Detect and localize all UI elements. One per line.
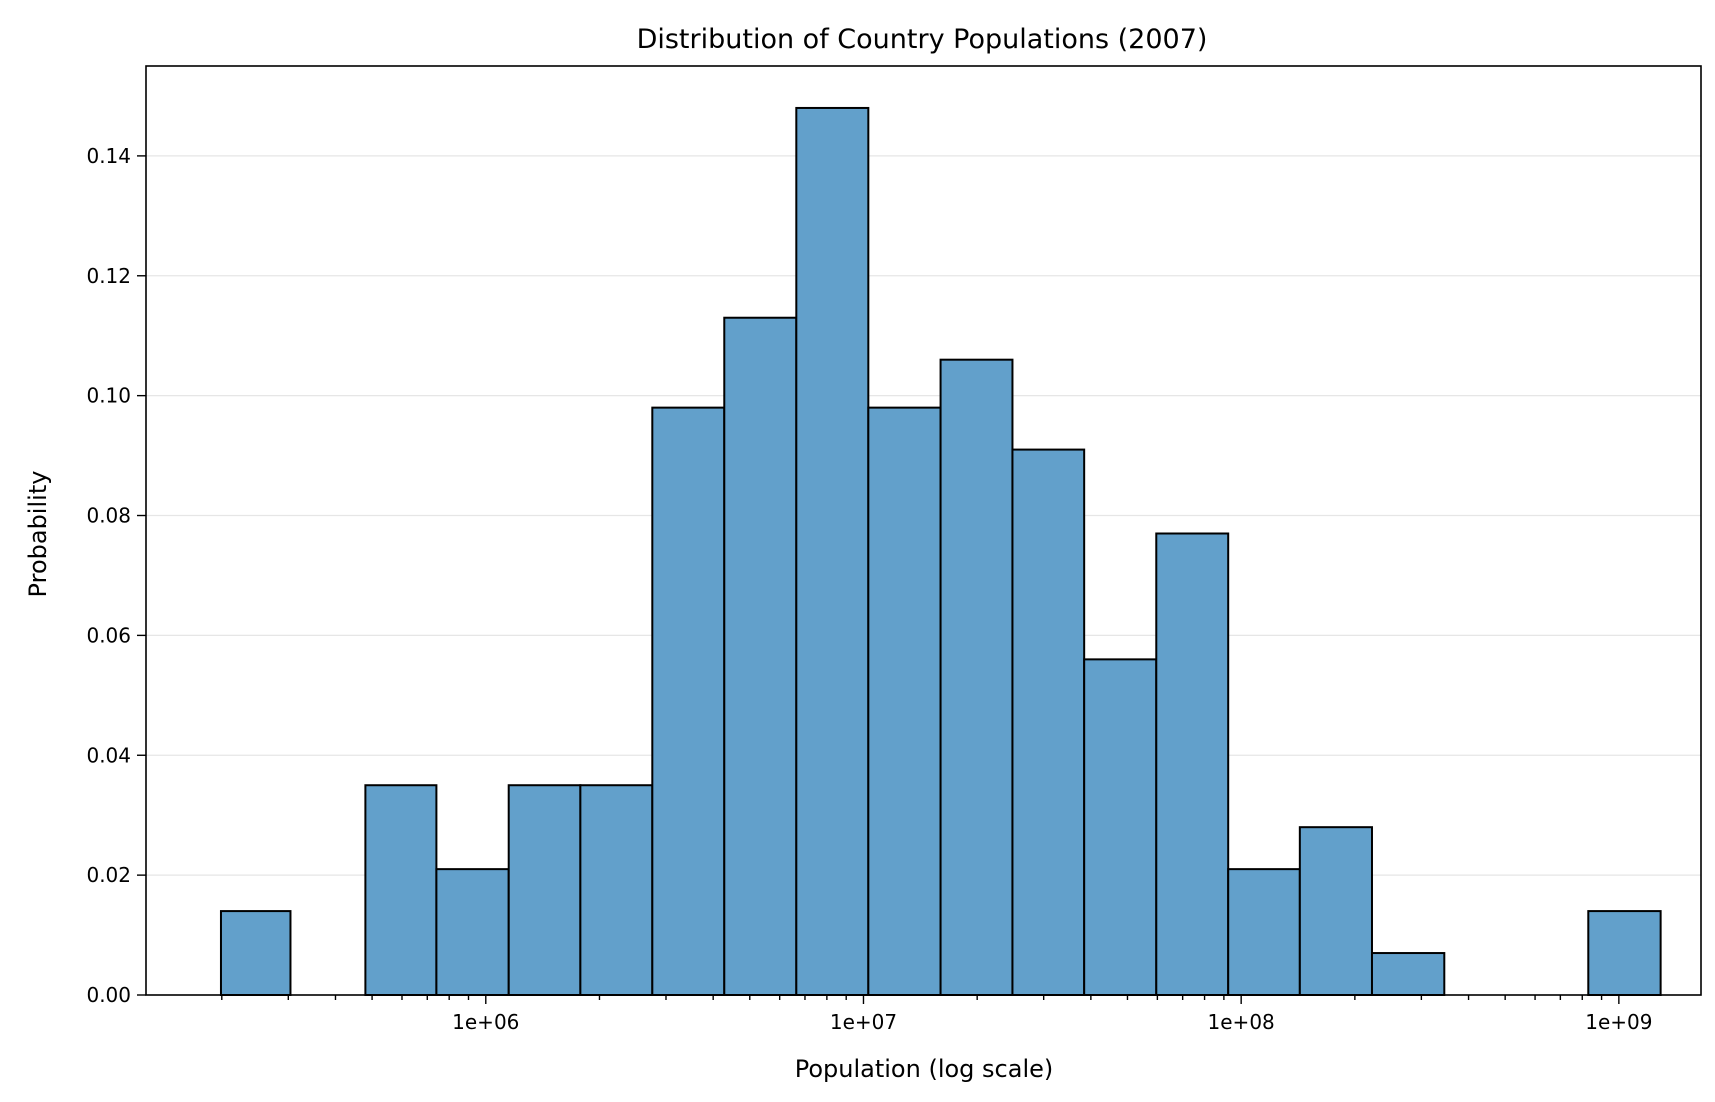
bar-13 xyxy=(1155,532,1230,996)
bar-11 xyxy=(1011,448,1086,996)
x-axis-label: Population (log scale) xyxy=(795,1055,1054,1083)
chart-title: Distribution of Country Populations (200… xyxy=(637,24,1208,55)
y-axis-label: Probability xyxy=(24,471,52,598)
x-tick-label-0: 1e+06 xyxy=(452,1010,519,1034)
bar-0 xyxy=(219,910,292,997)
x-tick-label-2: 1e+08 xyxy=(1208,1010,1275,1034)
bar-7 xyxy=(723,316,798,997)
bar-6 xyxy=(651,406,726,996)
x-tick-label-3: 1e+09 xyxy=(1585,1010,1652,1034)
bar-15 xyxy=(1298,826,1373,997)
y-tick-label-6: 0.12 xyxy=(86,264,131,288)
x-axis-ticks: 1e+06 1e+07 1e+08 1e+09 xyxy=(221,995,1652,1034)
bar-14 xyxy=(1227,868,1301,997)
bar-12 xyxy=(1083,658,1158,996)
y-tick-label-3: 0.06 xyxy=(86,623,131,647)
y-tick-label-5: 0.10 xyxy=(86,384,131,408)
bar-3 xyxy=(435,868,510,997)
plot-frame xyxy=(145,65,1702,996)
y-axis-ticks: 0.00 0.02 0.04 0.06 0.08 0.10 0.12 0.14 xyxy=(86,144,146,1007)
bar-2 xyxy=(364,784,438,997)
bar-10 xyxy=(939,358,1014,996)
bar-5 xyxy=(579,784,654,997)
bar-9 xyxy=(867,406,942,996)
y-tick-label-1: 0.02 xyxy=(86,863,131,887)
y-tick-label-4: 0.08 xyxy=(86,504,131,528)
bar-4 xyxy=(507,784,582,997)
y-tick-label-2: 0.04 xyxy=(86,743,131,767)
y-tick-label-0: 0.00 xyxy=(86,983,131,1007)
y-tick-label-7: 0.14 xyxy=(86,144,131,168)
bars xyxy=(219,106,1662,997)
bar-16 xyxy=(1370,952,1446,997)
x-tick-label-1: 1e+07 xyxy=(830,1010,897,1034)
bar-19 xyxy=(1587,910,1662,997)
bar-8 xyxy=(795,106,870,997)
